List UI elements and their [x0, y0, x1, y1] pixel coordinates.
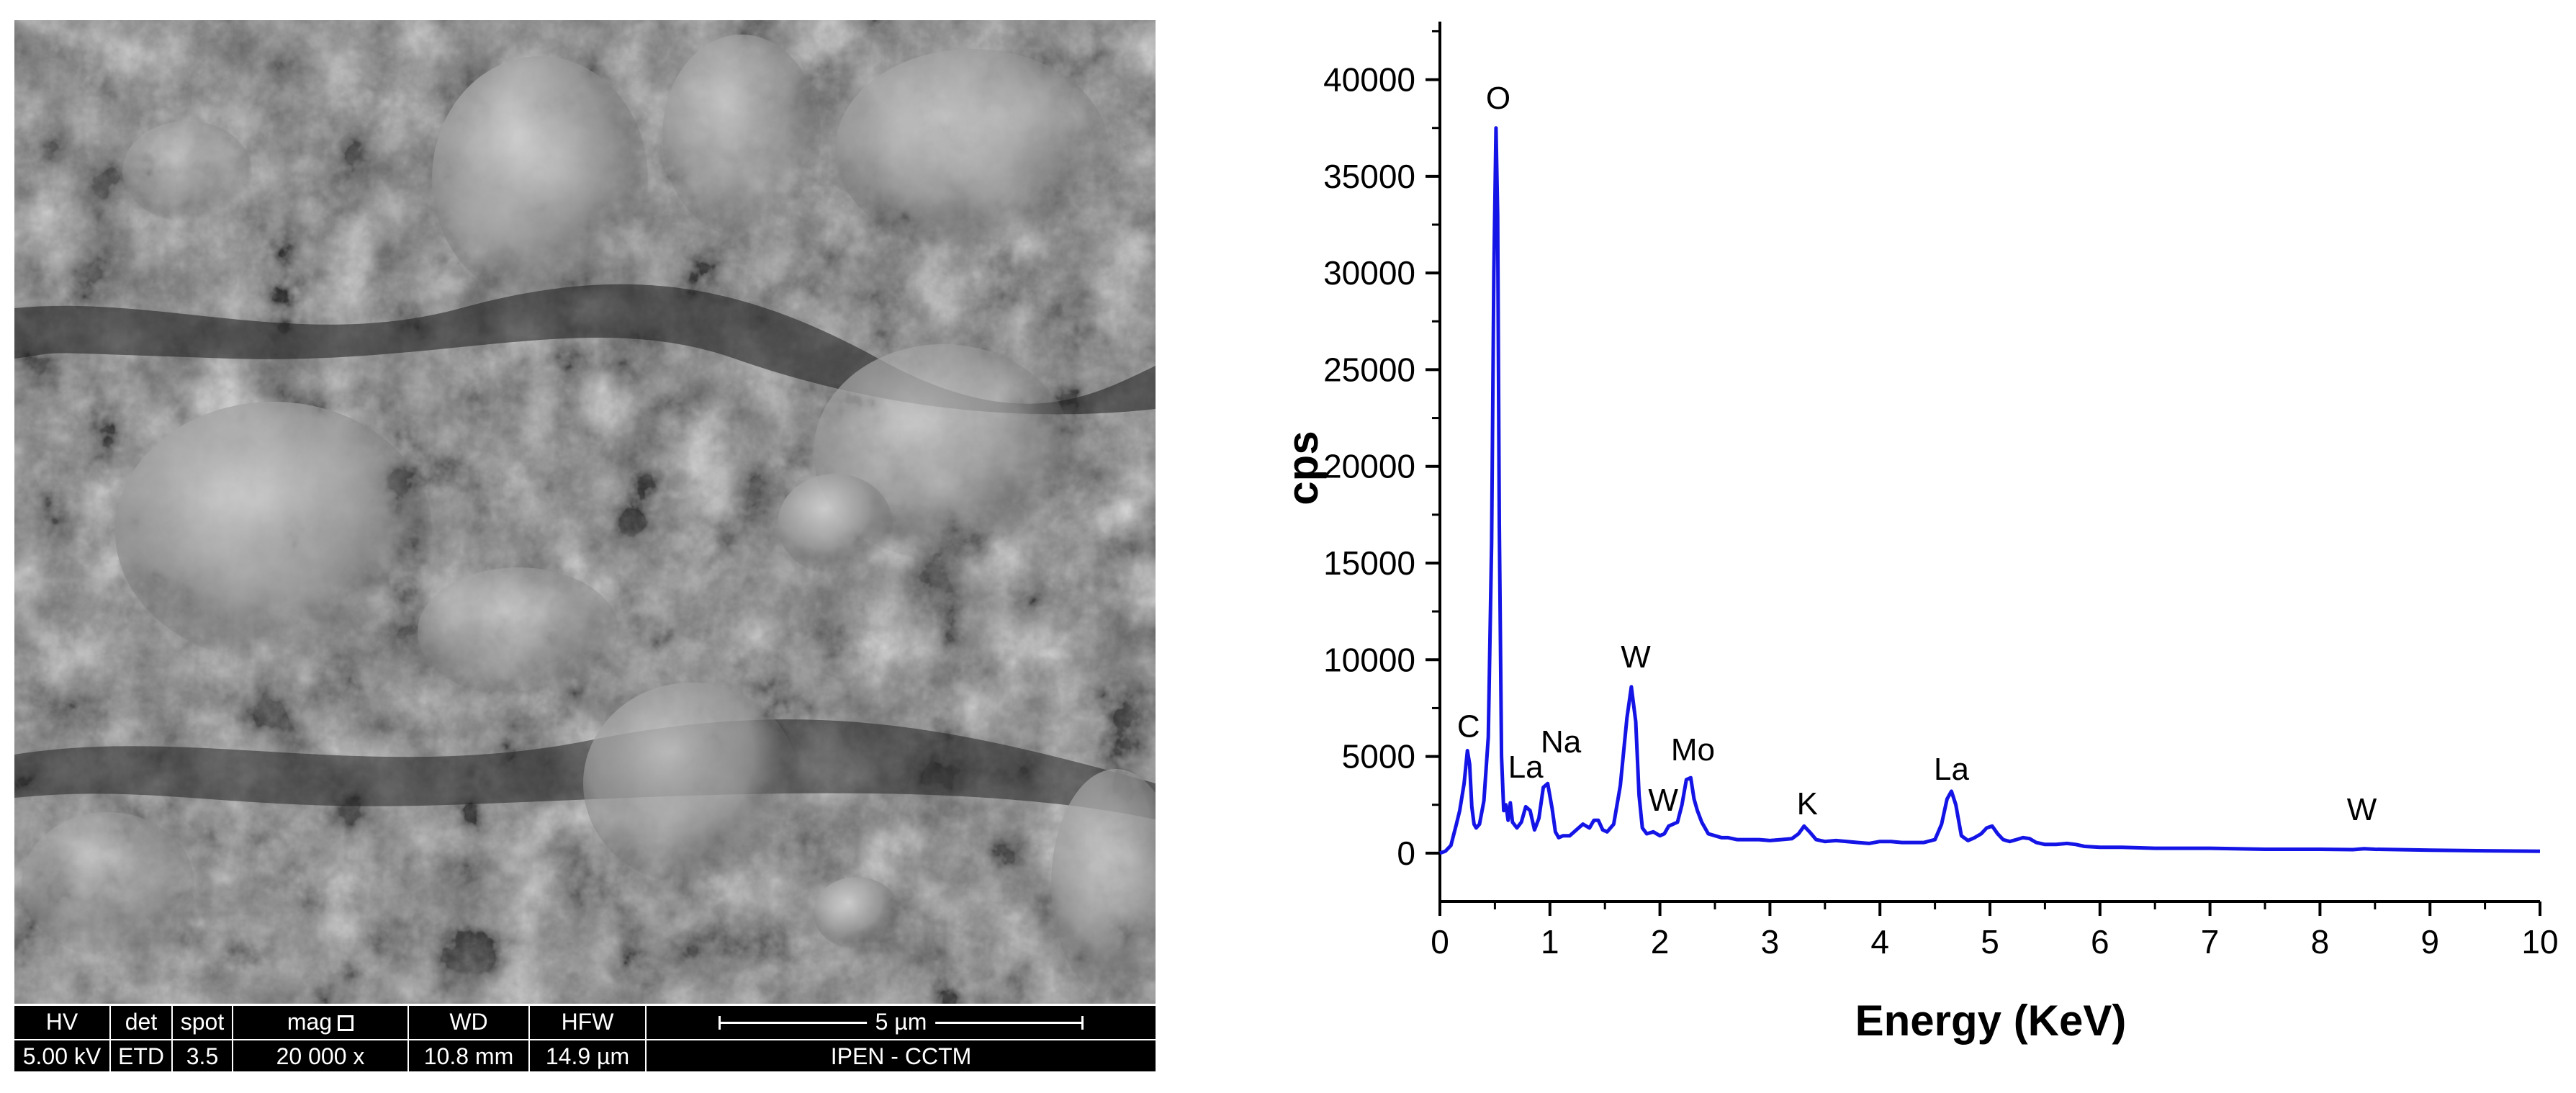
- sem-micrograph: [14, 20, 1156, 1004]
- eds-spectrum-chart: 0 5000 10000 15000 20000 25000 30000 35000 40000…: [1279, 22, 2559, 1045]
- x-tick-label: 8: [2311, 923, 2330, 961]
- databar-scale: 5 µm IPEN - CCTM: [647, 1006, 1156, 1071]
- spot-value: 3.5: [173, 1039, 232, 1071]
- peak-label: Mo: [1671, 732, 1715, 768]
- databar-hv: HV 5.00 kV: [14, 1006, 111, 1071]
- databar-wd: WD 10.8 mm: [409, 1006, 530, 1071]
- peak-label: W: [1621, 639, 1651, 675]
- y-axis-label: cps: [1279, 431, 1327, 505]
- x-tick-label: 2: [1651, 923, 1670, 961]
- hv-label: HV: [45, 1009, 78, 1035]
- spectrum-line: [1439, 126, 2541, 855]
- square-icon: [338, 1015, 354, 1031]
- hfw-value: 14.9 µm: [530, 1039, 645, 1071]
- x-tick-label: 10: [2521, 923, 2558, 961]
- y-ticks: 0 5000 10000 15000 20000 25000 30000 35000 40000: [1323, 30, 1440, 872]
- y-tick-label: 40000: [1323, 61, 1415, 99]
- sem-databar: HV 5.00 kV det ETD spot 3.5 mag 20 000 x…: [14, 1006, 1156, 1071]
- x-tick-label: 4: [1870, 923, 1889, 961]
- x-ticks: 0 1 2 3 4 5 6 7 8 9 10: [1431, 901, 2559, 961]
- y-tick-label: 10000: [1323, 641, 1415, 678]
- y-tick-label: 35000: [1323, 158, 1415, 195]
- databar-mag: mag 20 000 x: [233, 1006, 409, 1071]
- x-tick-label: 3: [1761, 923, 1780, 961]
- hv-value: 5.00 kV: [14, 1039, 109, 1071]
- peak-label: W: [1648, 783, 1678, 818]
- y-tick-label: 15000: [1323, 544, 1415, 582]
- sem-texture: [14, 20, 1156, 1004]
- institution-label: IPEN - CCTM: [647, 1039, 1156, 1071]
- databar-spot: spot 3.5: [173, 1006, 233, 1071]
- y-tick-label: 5000: [1342, 738, 1415, 775]
- y-tick-label: 0: [1397, 835, 1415, 872]
- x-tick-label: 0: [1431, 923, 1449, 961]
- mag-value: 20 000 x: [233, 1039, 407, 1071]
- peak-label: La: [1508, 750, 1544, 785]
- peak-label: Na: [1541, 724, 1582, 760]
- peak-label: O: [1486, 81, 1510, 116]
- x-tick-label: 1: [1541, 923, 1559, 961]
- peak-label: La: [1934, 752, 1969, 787]
- peak-label: C: [1457, 709, 1480, 745]
- spot-label: spot: [180, 1009, 225, 1035]
- sem-panel: HV 5.00 kV det ETD spot 3.5 mag 20 000 x…: [14, 20, 1156, 1071]
- wd-value: 10.8 mm: [409, 1039, 528, 1071]
- det-value: ETD: [111, 1039, 171, 1071]
- chart-axes: [1438, 22, 2540, 903]
- x-tick-label: 9: [2420, 923, 2439, 961]
- scale-bar-label: 5 µm: [866, 1009, 936, 1035]
- peak-label: W: [2347, 792, 2377, 827]
- hfw-label: HFW: [561, 1009, 614, 1035]
- databar-hfw: HFW 14.9 µm: [530, 1006, 647, 1071]
- databar-det: det ETD: [111, 1006, 173, 1071]
- y-tick-label: 30000: [1323, 254, 1415, 292]
- y-tick-label: 20000: [1323, 448, 1415, 485]
- x-tick-label: 7: [2201, 923, 2220, 961]
- x-tick-label: 5: [1981, 923, 1999, 961]
- x-axis-label: Energy (KeV): [1855, 997, 2127, 1045]
- x-tick-label: 6: [2091, 923, 2109, 961]
- y-tick-label: 25000: [1323, 351, 1415, 388]
- det-label: det: [125, 1009, 158, 1035]
- mag-label: mag: [287, 1009, 333, 1035]
- wd-label: WD: [449, 1009, 488, 1035]
- peak-label: K: [1797, 786, 1818, 822]
